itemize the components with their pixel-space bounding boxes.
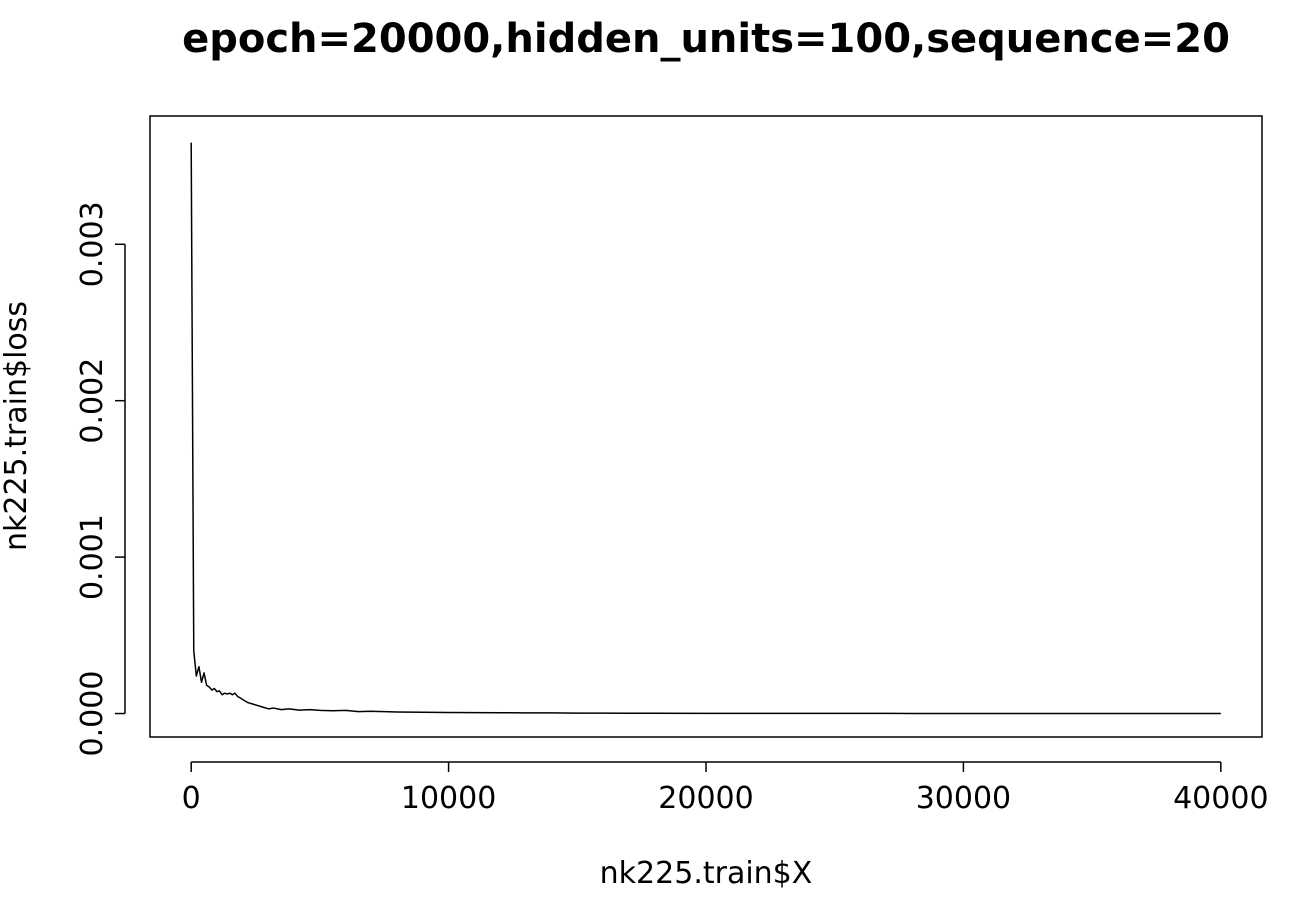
loss-series-line bbox=[190, 142, 1221, 715]
y-tick-label: 0.003 bbox=[75, 201, 110, 287]
x-axis: 0 10000 20000 30000 40000 bbox=[182, 761, 1269, 816]
chart-title: epoch=20000,hidden_units=100,sequence=20 bbox=[182, 16, 1230, 62]
y-tick-label: 0.000 bbox=[75, 671, 110, 757]
x-tick-label: 20000 bbox=[658, 781, 753, 816]
x-axis-label: nk225.train$X bbox=[600, 856, 813, 891]
y-tick-label: 0.002 bbox=[75, 358, 110, 444]
x-tick-label: 10000 bbox=[401, 781, 496, 816]
x-tick-label: 30000 bbox=[916, 781, 1011, 816]
x-tick-label: 40000 bbox=[1173, 781, 1268, 816]
series-group bbox=[190, 142, 1221, 715]
plot-frame bbox=[149, 115, 1263, 738]
y-axis-label: nk225.train$loss bbox=[0, 301, 34, 551]
y-axis: 0.000 0.001 0.002 0.003 bbox=[75, 201, 126, 757]
y-tick-label: 0.001 bbox=[75, 514, 110, 600]
x-tick-label: 0 bbox=[182, 781, 201, 816]
